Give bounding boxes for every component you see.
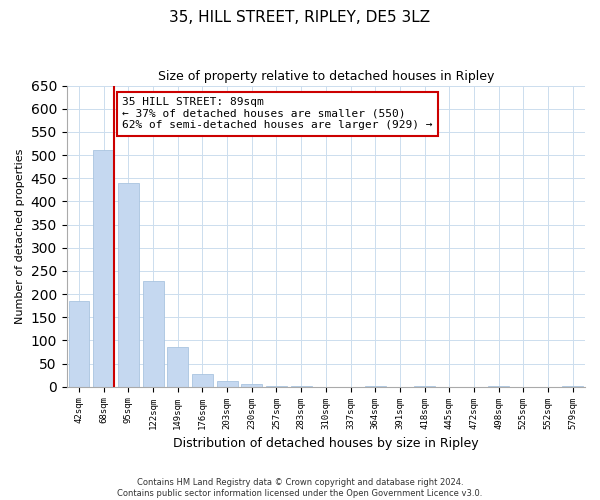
Bar [143,281,164,386]
Bar [192,374,213,386]
Bar [93,150,114,386]
Bar [217,380,238,386]
Y-axis label: Number of detached properties: Number of detached properties [15,148,25,324]
X-axis label: Distribution of detached houses by size in Ripley: Distribution of detached houses by size … [173,437,479,450]
Bar [167,348,188,387]
Bar [68,301,89,386]
Bar [118,183,139,386]
Text: 35, HILL STREET, RIPLEY, DE5 3LZ: 35, HILL STREET, RIPLEY, DE5 3LZ [169,10,431,25]
Bar [241,384,262,386]
Text: Contains HM Land Registry data © Crown copyright and database right 2024.
Contai: Contains HM Land Registry data © Crown c… [118,478,482,498]
Title: Size of property relative to detached houses in Ripley: Size of property relative to detached ho… [158,70,494,83]
Text: 35 HILL STREET: 89sqm
← 37% of detached houses are smaller (550)
62% of semi-det: 35 HILL STREET: 89sqm ← 37% of detached … [122,97,433,130]
